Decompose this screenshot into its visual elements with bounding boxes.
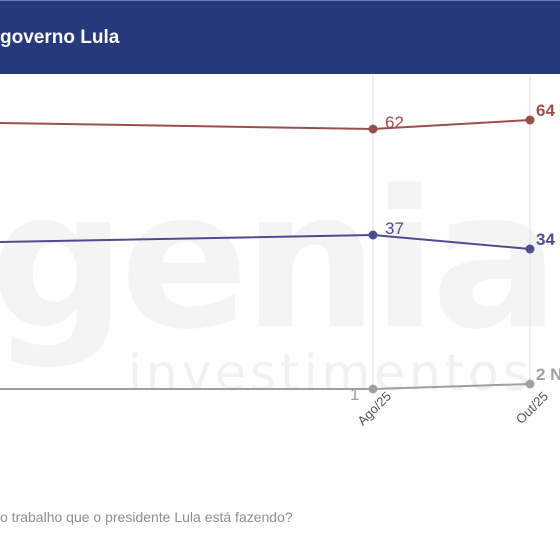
point-unsure-ago25[interactable]: [368, 384, 378, 394]
point-disapprove-ago25[interactable]: [368, 230, 378, 240]
label-unsure-out25: 2 N: [536, 365, 560, 384]
line-chart: genial investimentos 62 64 37 34 1 2 N A…: [0, 74, 560, 428]
label-approve-ago25: 62: [385, 113, 404, 132]
chart-title: governo Lula: [0, 27, 120, 48]
point-approve-ago25[interactable]: [368, 124, 378, 134]
footnote-question: o trabalho que o presidente Lula está fa…: [0, 509, 293, 525]
label-approve-out25: 64: [536, 101, 555, 120]
label-unsure-ago25: 1: [350, 385, 359, 404]
watermark-sub: investimentos: [128, 344, 533, 402]
label-disapprove-ago25: 37: [385, 219, 404, 238]
watermark-brand: genial: [0, 150, 560, 371]
point-disapprove-out25[interactable]: [525, 244, 535, 254]
label-disapprove-out25: 34: [536, 230, 555, 249]
series-line-approve: [0, 119, 531, 131]
point-unsure-out25[interactable]: [525, 379, 535, 389]
point-approve-out25[interactable]: [525, 115, 535, 125]
chart-header: governo Lula: [0, 0, 560, 74]
